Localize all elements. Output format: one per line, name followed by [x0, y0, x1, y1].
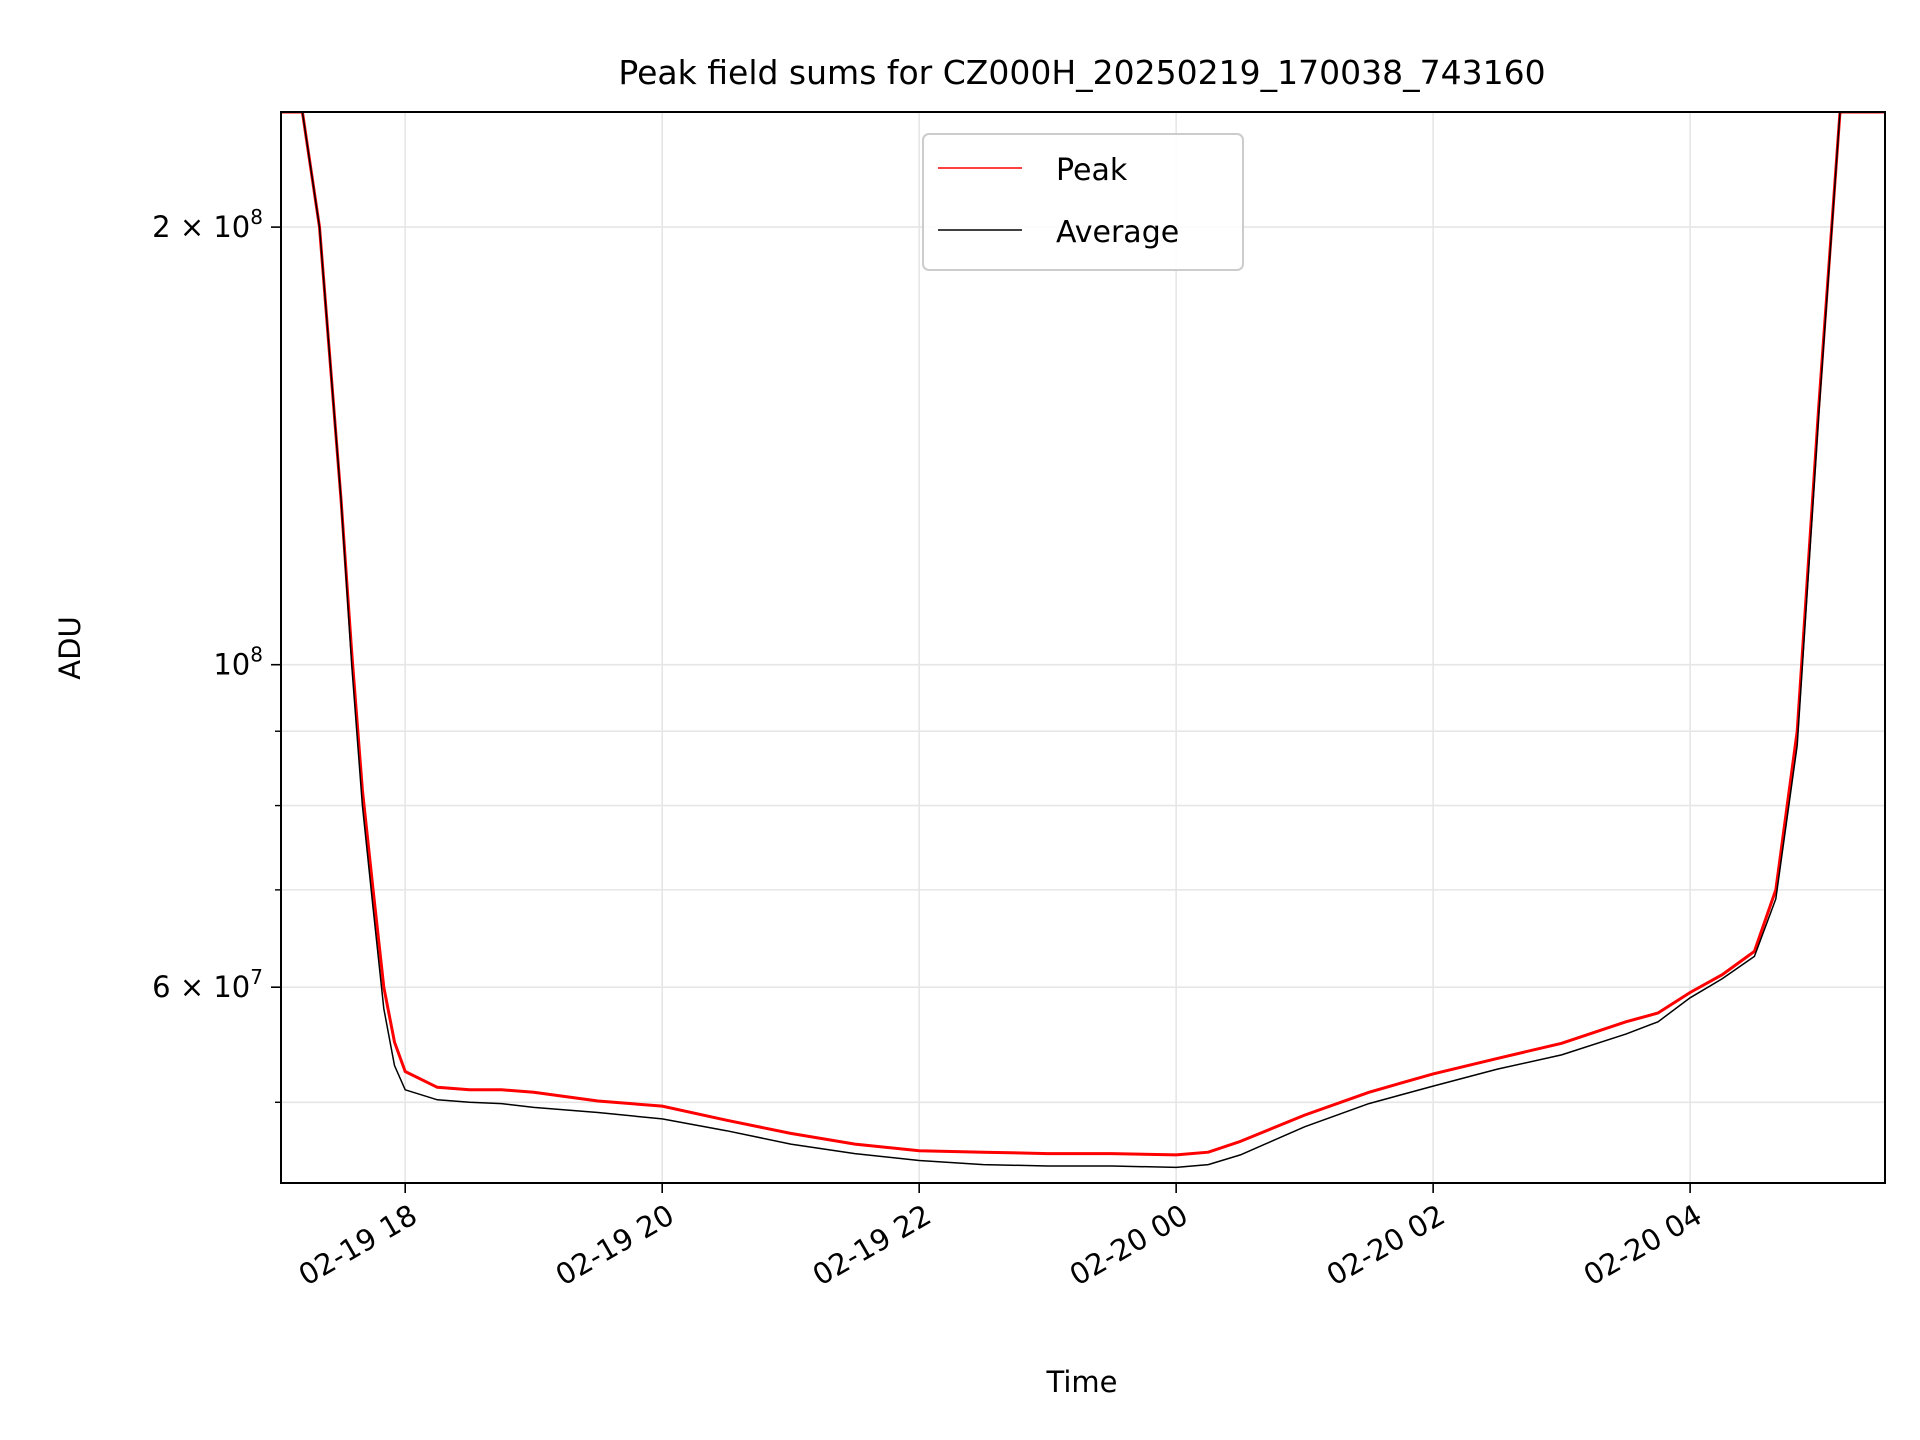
legend-label-average: Average	[1056, 215, 1179, 250]
y-tick-label: 2 × 108	[152, 205, 263, 244]
y-tick-label: 6 × 107	[152, 965, 263, 1004]
chart-title: Peak field sums for CZ000H_20250219_1700…	[618, 53, 1545, 92]
legend[interactable]: Peak Average	[922, 133, 1244, 271]
series-line-average	[281, 112, 1885, 1169]
legend-label-peak: Peak	[1056, 153, 1128, 188]
y-tick-label: 108	[213, 643, 263, 682]
y-axis: 6 × 107 108 2 × 108	[152, 205, 281, 1103]
y-axis-label: ADU	[53, 616, 87, 679]
plot-frame	[280, 111, 1886, 1184]
grid	[281, 112, 1885, 1183]
series-line-peak	[281, 112, 1885, 1157]
x-axis-label: Time	[1046, 1365, 1118, 1399]
series-layer	[281, 112, 1885, 1169]
